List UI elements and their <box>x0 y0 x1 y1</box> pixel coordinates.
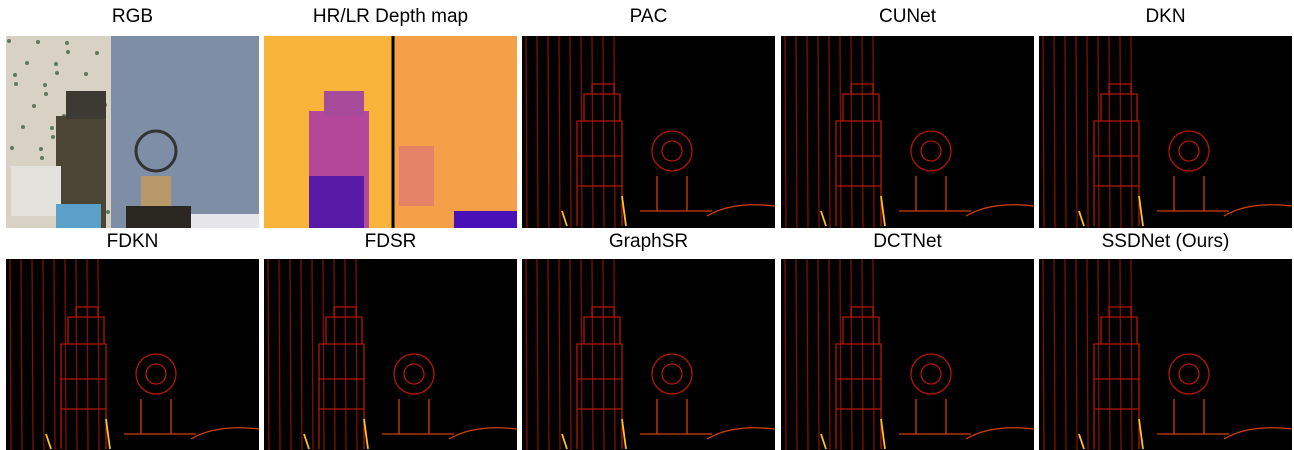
panel-label: PAC <box>630 6 668 27</box>
panel-label: FDKN <box>107 231 159 252</box>
panel-label: DKN <box>1145 6 1185 27</box>
panel-image <box>264 36 517 228</box>
curtain-dot <box>40 156 44 160</box>
box-blue <box>56 204 101 228</box>
panel-image <box>1039 259 1292 450</box>
depth-bed <box>454 211 517 228</box>
curtain-dot <box>36 40 40 44</box>
curtain-dot <box>14 82 18 86</box>
panel-image <box>522 36 775 228</box>
panel-label: DCTNet <box>873 231 942 252</box>
panel-image <box>781 36 1034 228</box>
curtain-dot <box>25 61 29 65</box>
panel-label: RGB <box>112 6 153 27</box>
bed <box>191 214 259 228</box>
figure: RGB HR/LR Depth map PAC CUNet DKN FDKN FDSR Gra… <box>0 0 1294 450</box>
depth-fan <box>399 146 434 206</box>
curtain-dot <box>106 210 110 214</box>
curtain-dot <box>39 147 43 151</box>
fan-base <box>141 176 171 206</box>
curtain-dot <box>7 39 11 43</box>
panel-image <box>1039 36 1292 228</box>
curtain-dot <box>43 83 47 87</box>
depth-near <box>309 176 364 228</box>
panel-label: SSDNet (Ours) <box>1102 231 1230 252</box>
depth-top <box>324 91 364 116</box>
panel-label: CUNet <box>879 6 937 27</box>
curtain-dot <box>50 126 54 130</box>
curtain-dot <box>32 104 36 108</box>
curtain-dot <box>84 72 88 76</box>
table <box>126 206 191 228</box>
box-top <box>66 91 106 119</box>
panel-label: HR/LR Depth map <box>313 6 468 27</box>
panel-image <box>6 36 259 228</box>
panel-label: FDSR <box>365 231 417 252</box>
page: {"panels": [ {"label": "RGB"}, {"label":… <box>0 0 1294 450</box>
panel-label: GraphSR <box>609 231 688 252</box>
panel-image <box>781 259 1034 450</box>
curtain-dot <box>55 71 59 75</box>
curtain-dot <box>10 146 14 150</box>
radiator <box>11 166 61 216</box>
curtain-dot <box>21 125 25 129</box>
curtain-dot <box>51 135 55 139</box>
curtain-dot <box>54 62 58 66</box>
curtain-dot <box>66 50 70 54</box>
curtain-dot <box>95 51 99 55</box>
panel-image <box>6 259 259 450</box>
panel-image <box>522 259 775 450</box>
curtain-dot <box>44 92 48 96</box>
curtain-dot <box>65 41 69 45</box>
curtain-dot <box>13 73 17 77</box>
panel-image <box>264 259 517 450</box>
